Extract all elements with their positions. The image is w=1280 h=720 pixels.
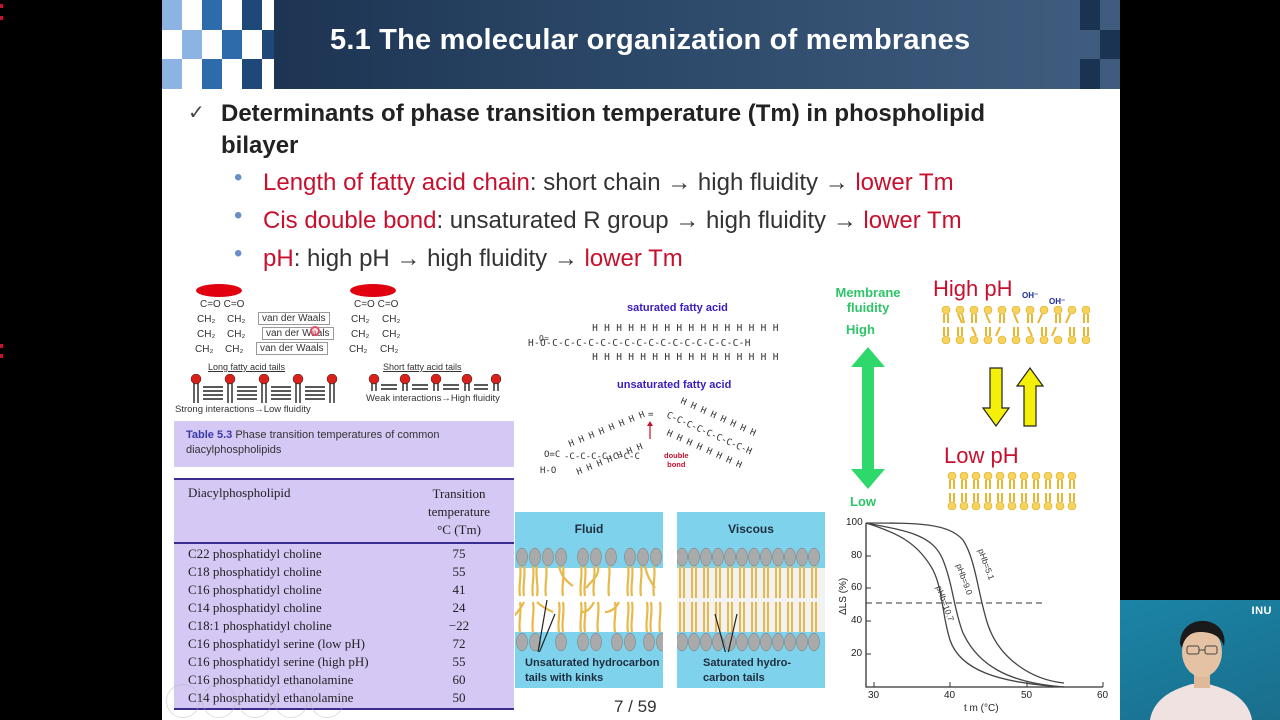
x-tick: 60: [1097, 690, 1109, 701]
y-tick: 80: [851, 550, 863, 561]
y-axis-label: ΔLS (%): [838, 577, 849, 615]
svg-text:pHb=9.0: pHb=9.0: [954, 562, 975, 596]
column-header: Transition temperature °C (Tm): [427, 486, 491, 537]
phospholipid-head: [350, 284, 396, 297]
edge-marker: [0, 16, 3, 20]
title-bar: 5.1 The molecular organization of membra…: [274, 0, 1080, 89]
table-row: C18:1 phosphatidyl choline −22: [188, 618, 470, 633]
x-tick: 30: [868, 690, 880, 701]
slide-heading: Determinants of phase transition tempera…: [221, 98, 1101, 162]
column-header: Diacylphospholipid: [188, 485, 291, 500]
svg-text:O=C: O=C: [544, 450, 560, 460]
checkmark-icon: ✓: [188, 102, 205, 124]
table-row: C18 phosphatidyl choline 55: [188, 564, 466, 579]
zoom-button[interactable]: [274, 684, 308, 718]
y-tick: 100: [846, 517, 863, 528]
phase-transition-table: Diacylphospholipid Transition temperatur…: [174, 478, 514, 710]
table-row: C16 phosphatidyl ethanolamine 60: [188, 672, 466, 687]
svg-text:pHb=10.7: pHb=10.7: [934, 584, 956, 623]
fluid-bilayer-figure: Fluid Unsaturated hydrocarbon tails with …: [515, 512, 663, 688]
chart-plot: pHb=10.7 pHb=9.0 pHb=5.1: [865, 522, 1104, 688]
vdw-label: van der Waals: [256, 342, 328, 355]
unsaturated-structure: H-OO=C -C-C-C-C-C-C-C H H H H H H H H H …: [540, 397, 757, 478]
viscous-bilayer-figure: Viscous Saturated hydro-carbon tails: [677, 512, 825, 688]
edge-marker: [0, 4, 3, 8]
x-axis-label: t m (°C): [964, 703, 999, 714]
y-tick: 20: [851, 648, 863, 659]
y-tick: 40: [851, 615, 863, 626]
saturated-structure: H H H H H H H H H H H H H H H H: [556, 323, 779, 334]
svg-text:=: =: [648, 410, 654, 420]
vdw-label: van der Waals: [258, 312, 330, 325]
bullet-icon: •: [234, 164, 243, 191]
pen-tool-button[interactable]: [202, 684, 236, 718]
high-ph-bilayer-icon: [941, 306, 1090, 344]
slide-header: 5.1 The molecular organization of membra…: [162, 0, 1120, 89]
svg-text:-C-C-C-C-C-C-C: -C-C-C-C-C-C-C: [564, 452, 640, 462]
high-fluidity-label: High: [846, 322, 875, 337]
table-row: C16 phosphatidyl serine (low pH) 72: [188, 636, 466, 651]
high-ph-label: High pH: [933, 276, 1013, 301]
svg-text:H-O: H-O: [540, 466, 556, 476]
table-row: C22 phosphatidyl choline 75: [188, 546, 466, 561]
bullet-fatty-acid-length: Length of fatty acid chain: short chain …: [263, 169, 954, 196]
page-indicator: 7 / 59: [614, 697, 657, 716]
short-tails-icon: [368, 374, 502, 391]
saturated-title: saturated fatty acid: [627, 302, 728, 314]
slides-overview-button[interactable]: [238, 684, 272, 718]
low-fluidity-label: Low: [850, 494, 876, 509]
cursor-highlight-icon: [310, 326, 320, 336]
low-ph-label: Low pH: [944, 443, 1019, 468]
x-tick: 50: [1021, 690, 1033, 701]
bullet-icon: •: [234, 240, 243, 267]
double-bond-label: double bond: [664, 451, 689, 469]
low-ph-bilayer-icon: [947, 472, 1077, 510]
unsaturated-title: unsaturated fatty acid: [617, 379, 732, 391]
table-row: C16 phosphatidyl serine (high pH) 55: [188, 654, 466, 669]
table-header: Diacylphospholipid Transition temperatur…: [174, 480, 514, 544]
heading-line-2: bilayer: [221, 132, 299, 159]
edge-marker: [0, 354, 3, 358]
bullet-icon: •: [234, 202, 243, 229]
van-der-waals-figure: C=O C=O C=O C=O CH₂ CH₂ van der Waals CH…: [170, 282, 520, 422]
membrane-fluidity-label: Membrane fluidity: [835, 285, 901, 315]
table-caption: Table 5.3 Phase transition temperatures …: [174, 421, 514, 467]
presenter-webcam: INU: [1120, 600, 1280, 720]
fluid-lipids-icon: [515, 547, 663, 652]
header-right-pattern: [1080, 0, 1120, 89]
table-row: C16 phosphatidyl choline 41: [188, 582, 466, 597]
edge-marker: [0, 344, 3, 348]
bullet-ph: pH: high pH → high fluidity → lower Tm: [263, 245, 683, 272]
prev-slide-button[interactable]: [166, 684, 200, 718]
double-arrow-icon: [851, 347, 885, 489]
delta-ls-chart: pHb=10.7 pHb=9.0 pHb=5.1 100 80 60 40 20…: [838, 515, 1108, 715]
presentation-slide: 5.1 The molecular organization of membra…: [162, 0, 1120, 720]
slide-title: 5.1 The molecular organization of membra…: [330, 24, 971, 56]
fluid-caption: Unsaturated hydrocarbon tails with kinks: [525, 657, 660, 684]
x-tick: 40: [944, 690, 956, 701]
heading-line-1: Determinants of phase transition tempera…: [221, 100, 986, 127]
y-tick: 60: [851, 582, 863, 593]
bullet-cis-double-bond: Cis double bond: unsaturated R group → h…: [263, 207, 962, 234]
header-checker-pattern: [162, 0, 274, 89]
phospholipid-head: [196, 284, 242, 297]
inu-logo: INU: [1251, 605, 1272, 617]
presenter-figure-icon: [1150, 620, 1252, 720]
table-row: C14 phosphatidyl choline 24: [188, 600, 466, 615]
viscous-lipids-icon: [677, 547, 825, 652]
long-tails-icon: [190, 374, 338, 403]
svg-text:pHb=5.1: pHb=5.1: [976, 547, 997, 581]
equilibrium-arrows-icon: [982, 366, 1045, 428]
viscous-caption: Saturated hydro-carbon tails: [703, 657, 792, 684]
vdw-label: van der Waals: [262, 327, 334, 340]
options-button[interactable]: [310, 684, 344, 718]
